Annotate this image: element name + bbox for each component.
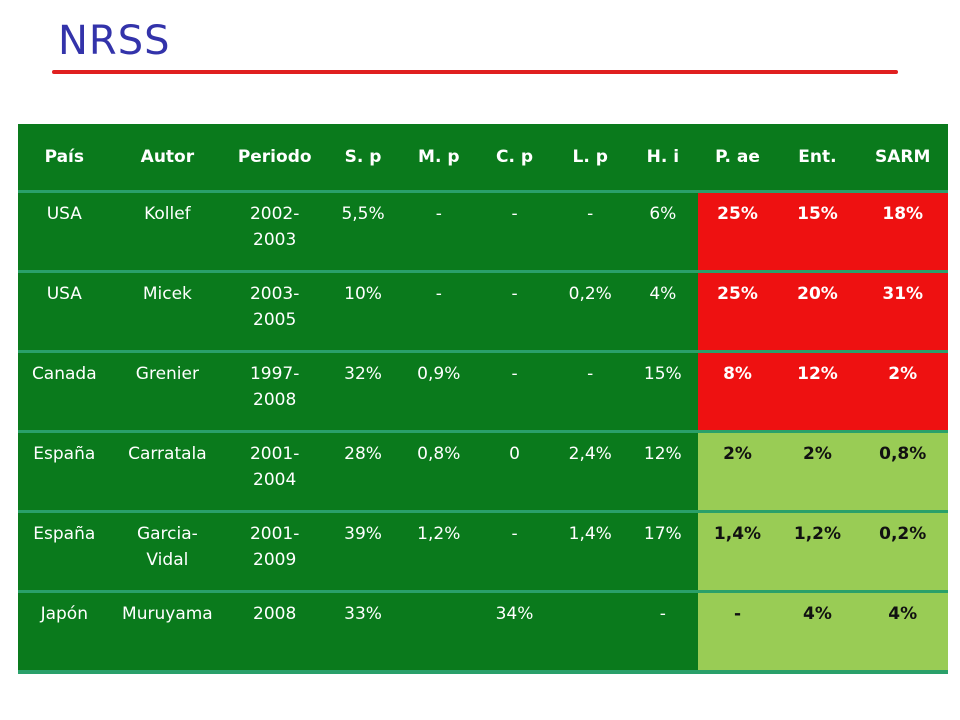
cell-s-p: 10%: [325, 271, 401, 353]
cell-p-ae: 2%: [697, 431, 778, 513]
cell-c-p: 0: [476, 431, 553, 513]
cell-periodo: 2001- 2009: [224, 511, 326, 593]
header-p-ae: P. ae: [697, 124, 778, 193]
cell-m-p: -: [400, 271, 477, 353]
cell-pais: España: [18, 431, 111, 513]
cell-m-p: 0,9%: [400, 351, 477, 433]
cell-h-i: 6%: [628, 191, 698, 273]
cell-m-p: [400, 591, 477, 674]
page-title: NRSS: [58, 18, 171, 64]
cell-ent: 20%: [777, 271, 858, 353]
header-pais: País: [18, 124, 111, 193]
cell-c-p: -: [476, 271, 553, 353]
cell-h-i: 17%: [628, 511, 698, 593]
cell-s-p: 28%: [325, 431, 401, 513]
cell-c-p: 34%: [476, 591, 553, 674]
header-l-p: L. p: [552, 124, 629, 193]
cell-autor: Kollef: [110, 191, 225, 273]
header-c-p: C. p: [476, 124, 553, 193]
cell-periodo: 2008: [224, 591, 326, 674]
table-row: Japón Muruyama 2008 33% 34% - -4% 4%: [18, 591, 948, 674]
cell-s-p: 5,5%: [325, 191, 401, 273]
cell-p-ae: 8%: [697, 351, 778, 433]
cell-sarm: 0,8%: [857, 431, 948, 513]
cell-periodo: 2001- 2004: [224, 431, 326, 513]
cell-ent: 2%: [777, 431, 858, 513]
table-header-row: País Autor Periodo S. p M. p C. p L. p H…: [18, 124, 948, 193]
cell-h-i: 4%: [628, 271, 698, 353]
cell-c-p: -: [476, 191, 553, 273]
header-m-p: M. p: [400, 124, 477, 193]
header-ent: Ent.: [777, 124, 858, 193]
cell-h-i: 12%: [628, 431, 698, 513]
header-periodo: Periodo: [224, 124, 326, 193]
table-body: USA Kollef 2002- 2003 5,5% - - -6% 25% 15% 18% USA M…: [18, 191, 948, 674]
table-row: España Carratala 2001- 2004 28% 0,8% 0 2,4% 12% 2…: [18, 431, 948, 513]
cell-s-p: 39%: [325, 511, 401, 593]
header-autor: Autor: [110, 124, 225, 193]
cell-s-p: 33%: [325, 591, 401, 674]
table-row: España Garcia- Vidal 2001- 2009 39% 1,2% -1,4% 1…: [18, 511, 948, 593]
cell-l-p: -: [552, 191, 629, 273]
cell-p-ae: 25%: [697, 191, 778, 273]
cell-pais: Japón: [18, 591, 111, 674]
header-sarm: SARM: [857, 124, 948, 193]
cell-c-p: -: [476, 511, 553, 593]
cell-p-ae: -: [697, 591, 778, 674]
cell-pais: USA: [18, 271, 111, 353]
cell-h-i: 15%: [628, 351, 698, 433]
cell-periodo: 2003- 2005: [224, 271, 326, 353]
cell-pais: España: [18, 511, 111, 593]
cell-autor: Garcia- Vidal: [110, 511, 225, 593]
table-row: USA Micek 2003- 2005 10% - -0,2% 4% 25% 20% 31%: [18, 271, 948, 353]
cell-ent: 12%: [777, 351, 858, 433]
cell-m-p: -: [400, 191, 477, 273]
cell-periodo: 1997- 2008: [224, 351, 326, 433]
cell-p-ae: 1,4%: [697, 511, 778, 593]
cell-m-p: 0,8%: [400, 431, 477, 513]
cell-autor: Micek: [110, 271, 225, 353]
cell-ent: 4%: [777, 591, 858, 674]
header-h-i: H. i: [628, 124, 698, 193]
cell-l-p: 0,2%: [552, 271, 629, 353]
cell-p-ae: 25%: [697, 271, 778, 353]
cell-autor: Carratala: [110, 431, 225, 513]
cell-pais: USA: [18, 191, 111, 273]
cell-autor: Muruyama: [110, 591, 225, 674]
table-row: Canada Grenier 1997- 2008 32% 0,9% - -15% 8% 12% 2…: [18, 351, 948, 433]
table-row: USA Kollef 2002- 2003 5,5% - - -6% 25% 15% 18%: [18, 191, 948, 273]
cell-sarm: 31%: [857, 271, 948, 353]
cell-l-p: 2,4%: [552, 431, 629, 513]
cell-sarm: 18%: [857, 191, 948, 273]
cell-c-p: -: [476, 351, 553, 433]
cell-l-p: [552, 591, 629, 674]
title-underline: [52, 70, 898, 74]
cell-ent: 15%: [777, 191, 858, 273]
cell-sarm: 0,2%: [857, 511, 948, 593]
cell-ent: 1,2%: [777, 511, 858, 593]
cell-periodo: 2002- 2003: [224, 191, 326, 273]
cell-sarm: 2%: [857, 351, 948, 433]
cell-l-p: 1,4%: [552, 511, 629, 593]
cell-autor: Grenier: [110, 351, 225, 433]
cell-m-p: 1,2%: [400, 511, 477, 593]
cell-s-p: 32%: [325, 351, 401, 433]
cell-l-p: -: [552, 351, 629, 433]
header-s-p: S. p: [325, 124, 401, 193]
cell-pais: Canada: [18, 351, 111, 433]
nrss-table: País Autor Periodo S. p M. p C. p L. p H…: [18, 124, 948, 674]
cell-h-i: -: [628, 591, 698, 674]
cell-sarm: 4%: [857, 591, 948, 674]
